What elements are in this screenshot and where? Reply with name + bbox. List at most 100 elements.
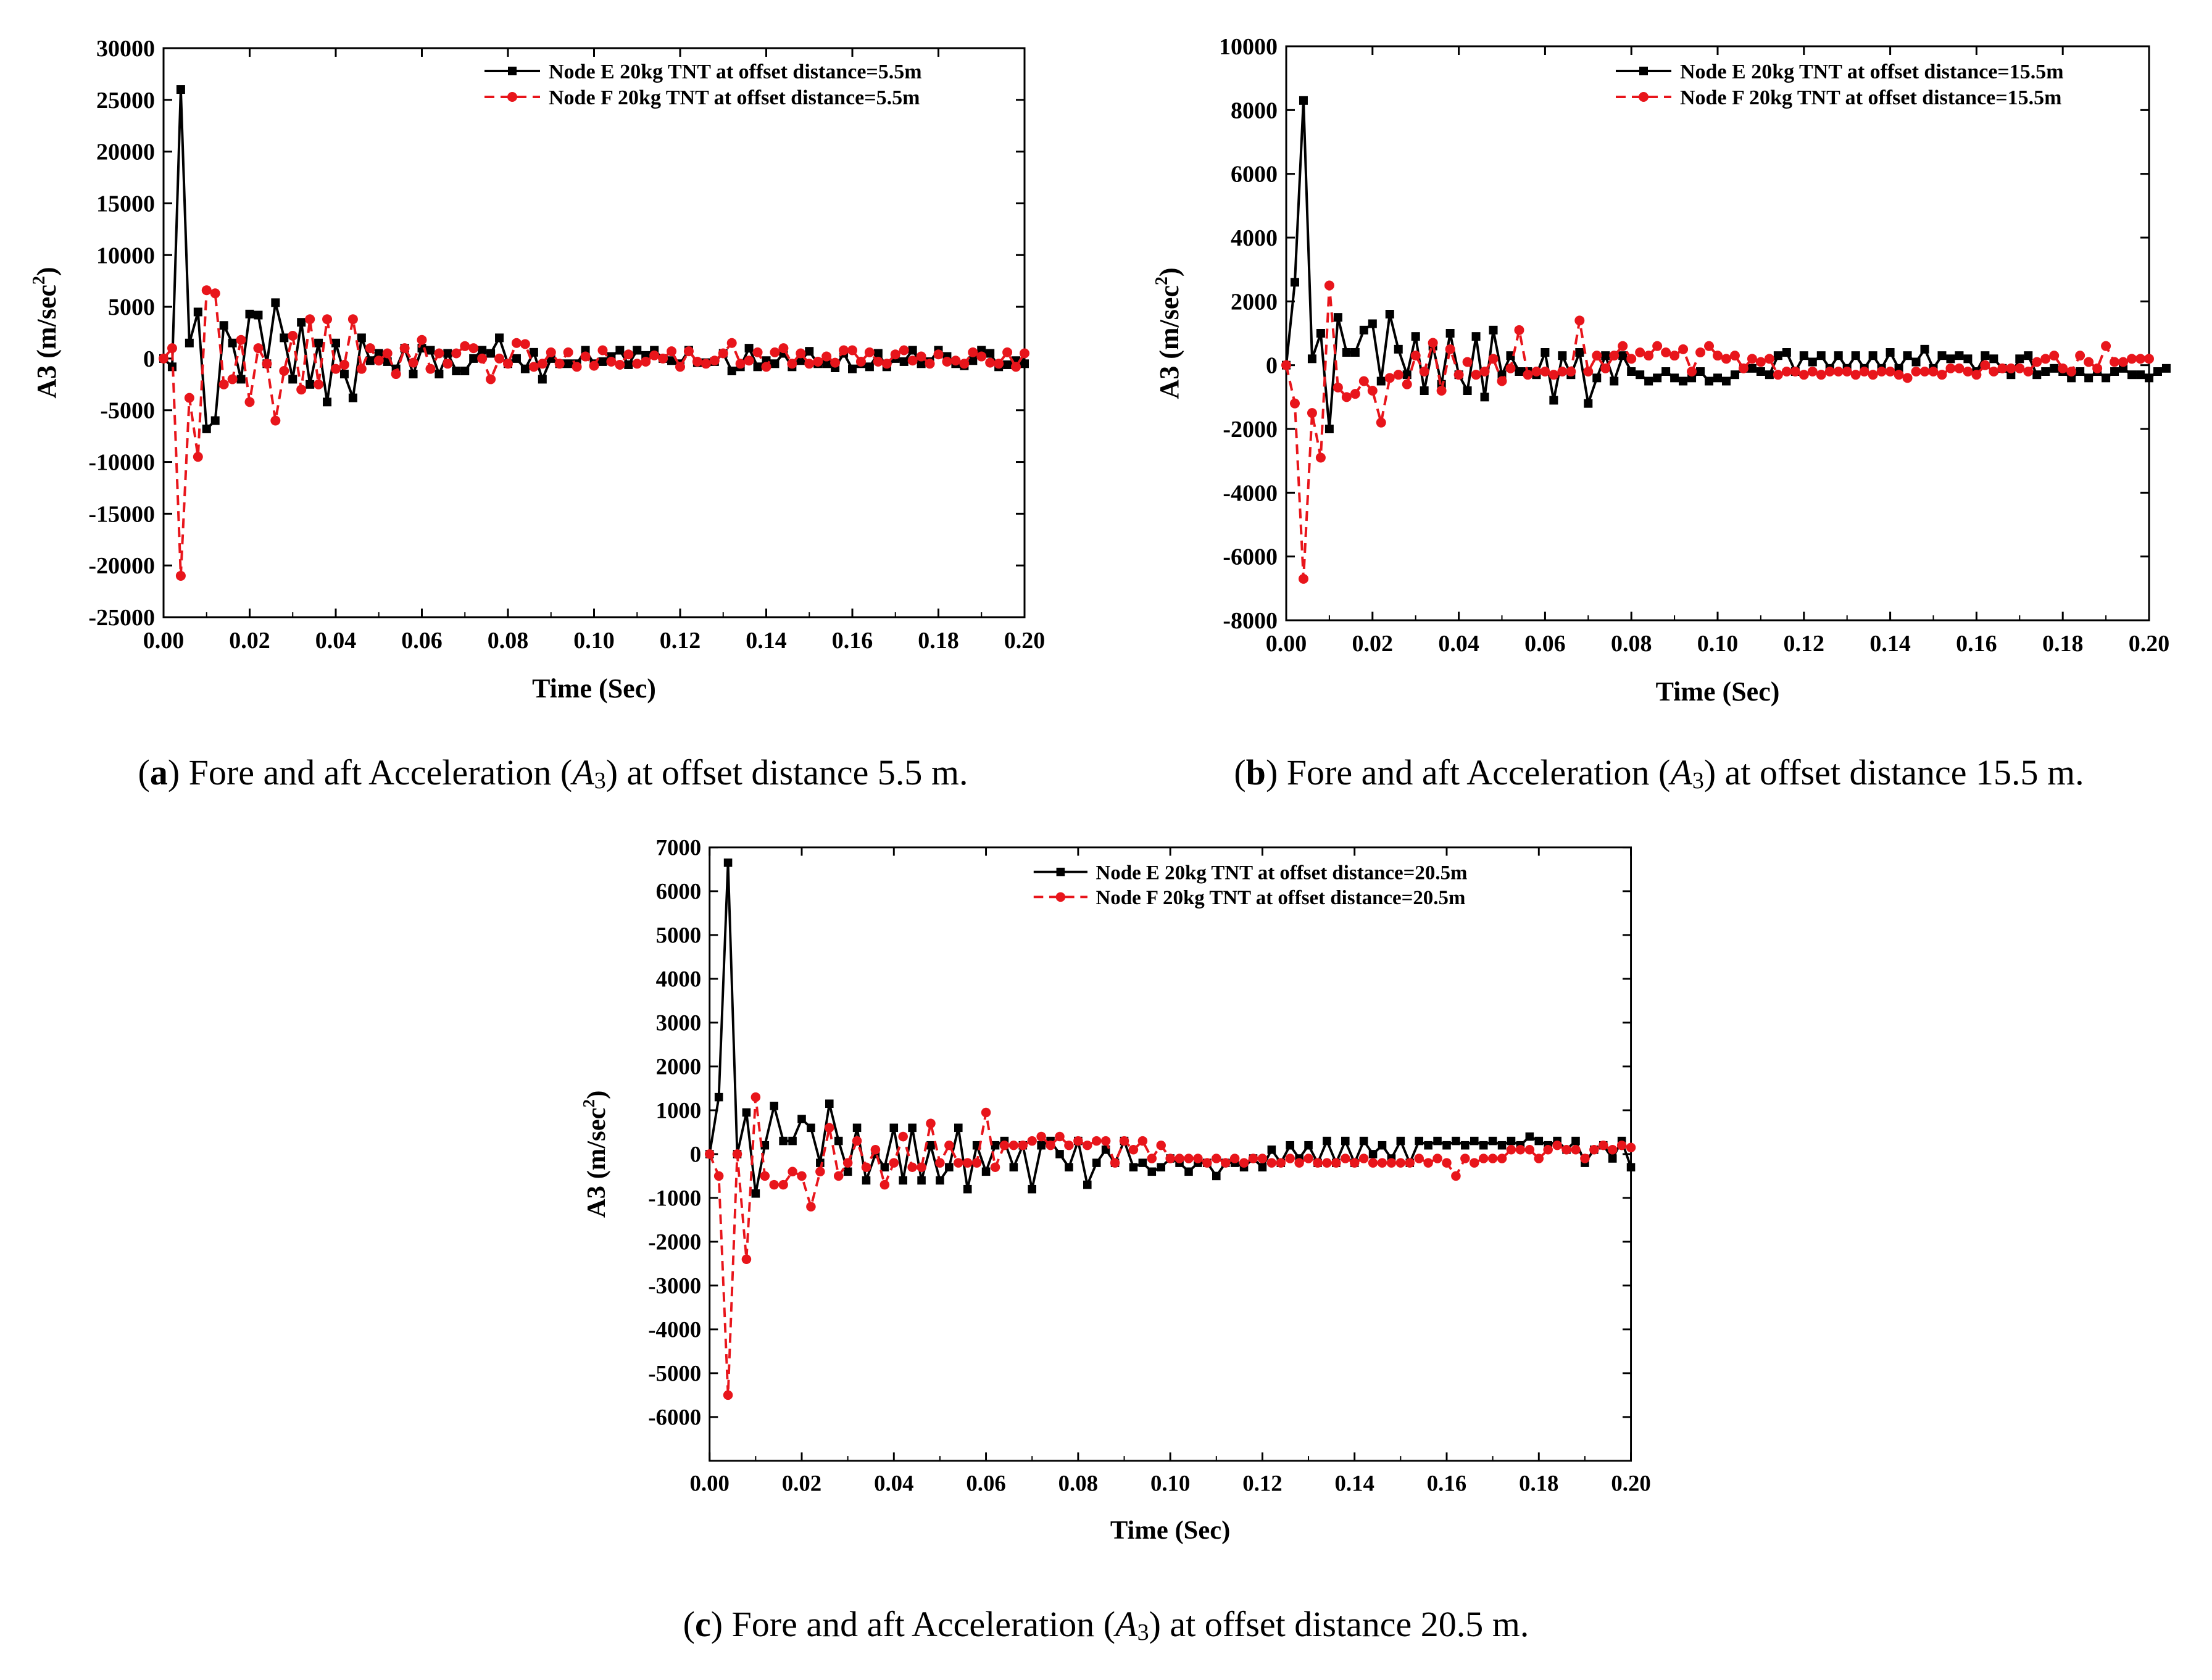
data-point	[1894, 370, 1904, 380]
x-tick-label: 0.08	[1058, 1470, 1098, 1495]
data-point	[649, 350, 660, 360]
data-point	[1307, 408, 1317, 418]
data-point	[1540, 367, 1550, 376]
y-tick-label: 10000	[1219, 34, 1278, 60]
data-point	[926, 1118, 936, 1128]
legend-marker	[1639, 67, 1648, 75]
data-point	[2101, 341, 2111, 351]
legend-label: Node F 20kg TNT at offset distance=20.5m	[1096, 887, 1466, 909]
data-point	[968, 347, 978, 357]
data-point	[991, 1141, 1000, 1150]
data-point	[1402, 379, 1412, 389]
data-point	[1557, 367, 1568, 376]
data-point	[1661, 367, 1671, 376]
data-point	[1083, 1180, 1092, 1189]
data-point	[994, 359, 1004, 369]
series-line-node_f	[1285, 284, 2149, 580]
data-point	[1601, 351, 1610, 360]
data-point	[185, 338, 194, 347]
data-point	[1610, 376, 1619, 386]
data-point	[1055, 1150, 1064, 1158]
data-point	[288, 375, 297, 384]
x-tick-label: 0.20	[1611, 1470, 1650, 1495]
x-axis-label: Time (Sec)	[1110, 1516, 1230, 1545]
data-point	[554, 359, 565, 369]
data-point	[1981, 351, 1990, 360]
data-point	[815, 1166, 825, 1177]
y-axis-label: A3 (m/sec2)	[1152, 267, 1184, 399]
data-point	[899, 357, 908, 366]
y-tick-label: 4000	[656, 967, 702, 992]
data-point	[726, 338, 737, 348]
data-point	[1433, 1136, 1442, 1146]
data-point	[898, 1131, 908, 1142]
x-tick-label: 0.10	[1697, 631, 1739, 657]
x-tick-label: 0.08	[488, 628, 529, 654]
data-point	[880, 1163, 889, 1171]
x-tick-label: 0.04	[1438, 631, 1479, 657]
data-point	[408, 357, 418, 368]
data-point	[1738, 363, 1748, 373]
data-point	[1376, 376, 1386, 386]
data-point	[1307, 354, 1316, 364]
data-point	[1384, 373, 1395, 383]
data-point	[1850, 370, 1861, 380]
data-point	[825, 1099, 834, 1108]
data-point	[1571, 1145, 1581, 1155]
data-point	[735, 359, 746, 369]
data-point	[512, 354, 521, 363]
data-point	[1020, 359, 1029, 368]
data-point	[2084, 357, 2094, 367]
data-point	[503, 359, 513, 369]
data-point	[1359, 325, 1368, 335]
data-point	[1281, 360, 1291, 370]
data-point	[254, 310, 263, 320]
data-point	[2118, 357, 2129, 367]
data-point	[210, 288, 220, 299]
data-point	[796, 356, 805, 365]
data-point	[528, 362, 539, 372]
data-point	[852, 1123, 862, 1133]
chart-c: 0.00 0.02 0.04 0.06 0.08 0.10 0.12 0.14 0.16 0.18…	[580, 835, 1651, 1545]
data-point	[1064, 1140, 1074, 1150]
y-tick-label: -6000	[648, 1404, 701, 1429]
data-point	[1471, 370, 1481, 380]
data-point	[1184, 1167, 1193, 1176]
legend-marker	[507, 92, 517, 102]
data-point	[1341, 1136, 1350, 1146]
data-point	[262, 359, 272, 369]
data-point	[1193, 1154, 1203, 1163]
data-point	[1470, 1136, 1479, 1146]
y-tick-label: -4000	[1223, 480, 1278, 506]
data-point	[1704, 341, 1715, 351]
data-point	[788, 1166, 797, 1177]
x-tick-label: 0.06	[1524, 631, 1566, 657]
data-point	[954, 1158, 963, 1168]
data-point	[778, 1179, 788, 1190]
data-point	[271, 298, 280, 307]
data-point	[1574, 315, 1585, 326]
data-point	[460, 341, 470, 351]
data-point	[546, 347, 556, 357]
data-point	[778, 343, 789, 354]
data-point	[1963, 354, 1973, 364]
data-point	[563, 359, 573, 368]
data-point	[253, 343, 264, 354]
data-point	[1609, 351, 1620, 361]
data-point	[1626, 1163, 1636, 1171]
data-point	[1571, 1136, 1580, 1146]
data-point	[159, 353, 168, 364]
data-point	[572, 362, 582, 372]
data-point	[167, 343, 177, 354]
data-point	[314, 379, 324, 389]
data-point	[1157, 1163, 1165, 1171]
data-point	[1851, 351, 1860, 360]
y-tick-label: -5000	[648, 1360, 701, 1386]
data-point	[1644, 376, 1653, 386]
data-point	[1592, 351, 1602, 361]
data-point	[520, 364, 530, 373]
data-point	[1091, 1136, 1102, 1146]
chart-b: 0.00 0.02 0.04 0.06 0.08 0.10 0.12 0.14 0.16 0.18…	[1152, 34, 2171, 707]
data-point	[1442, 1141, 1451, 1150]
data-point	[1003, 360, 1012, 369]
